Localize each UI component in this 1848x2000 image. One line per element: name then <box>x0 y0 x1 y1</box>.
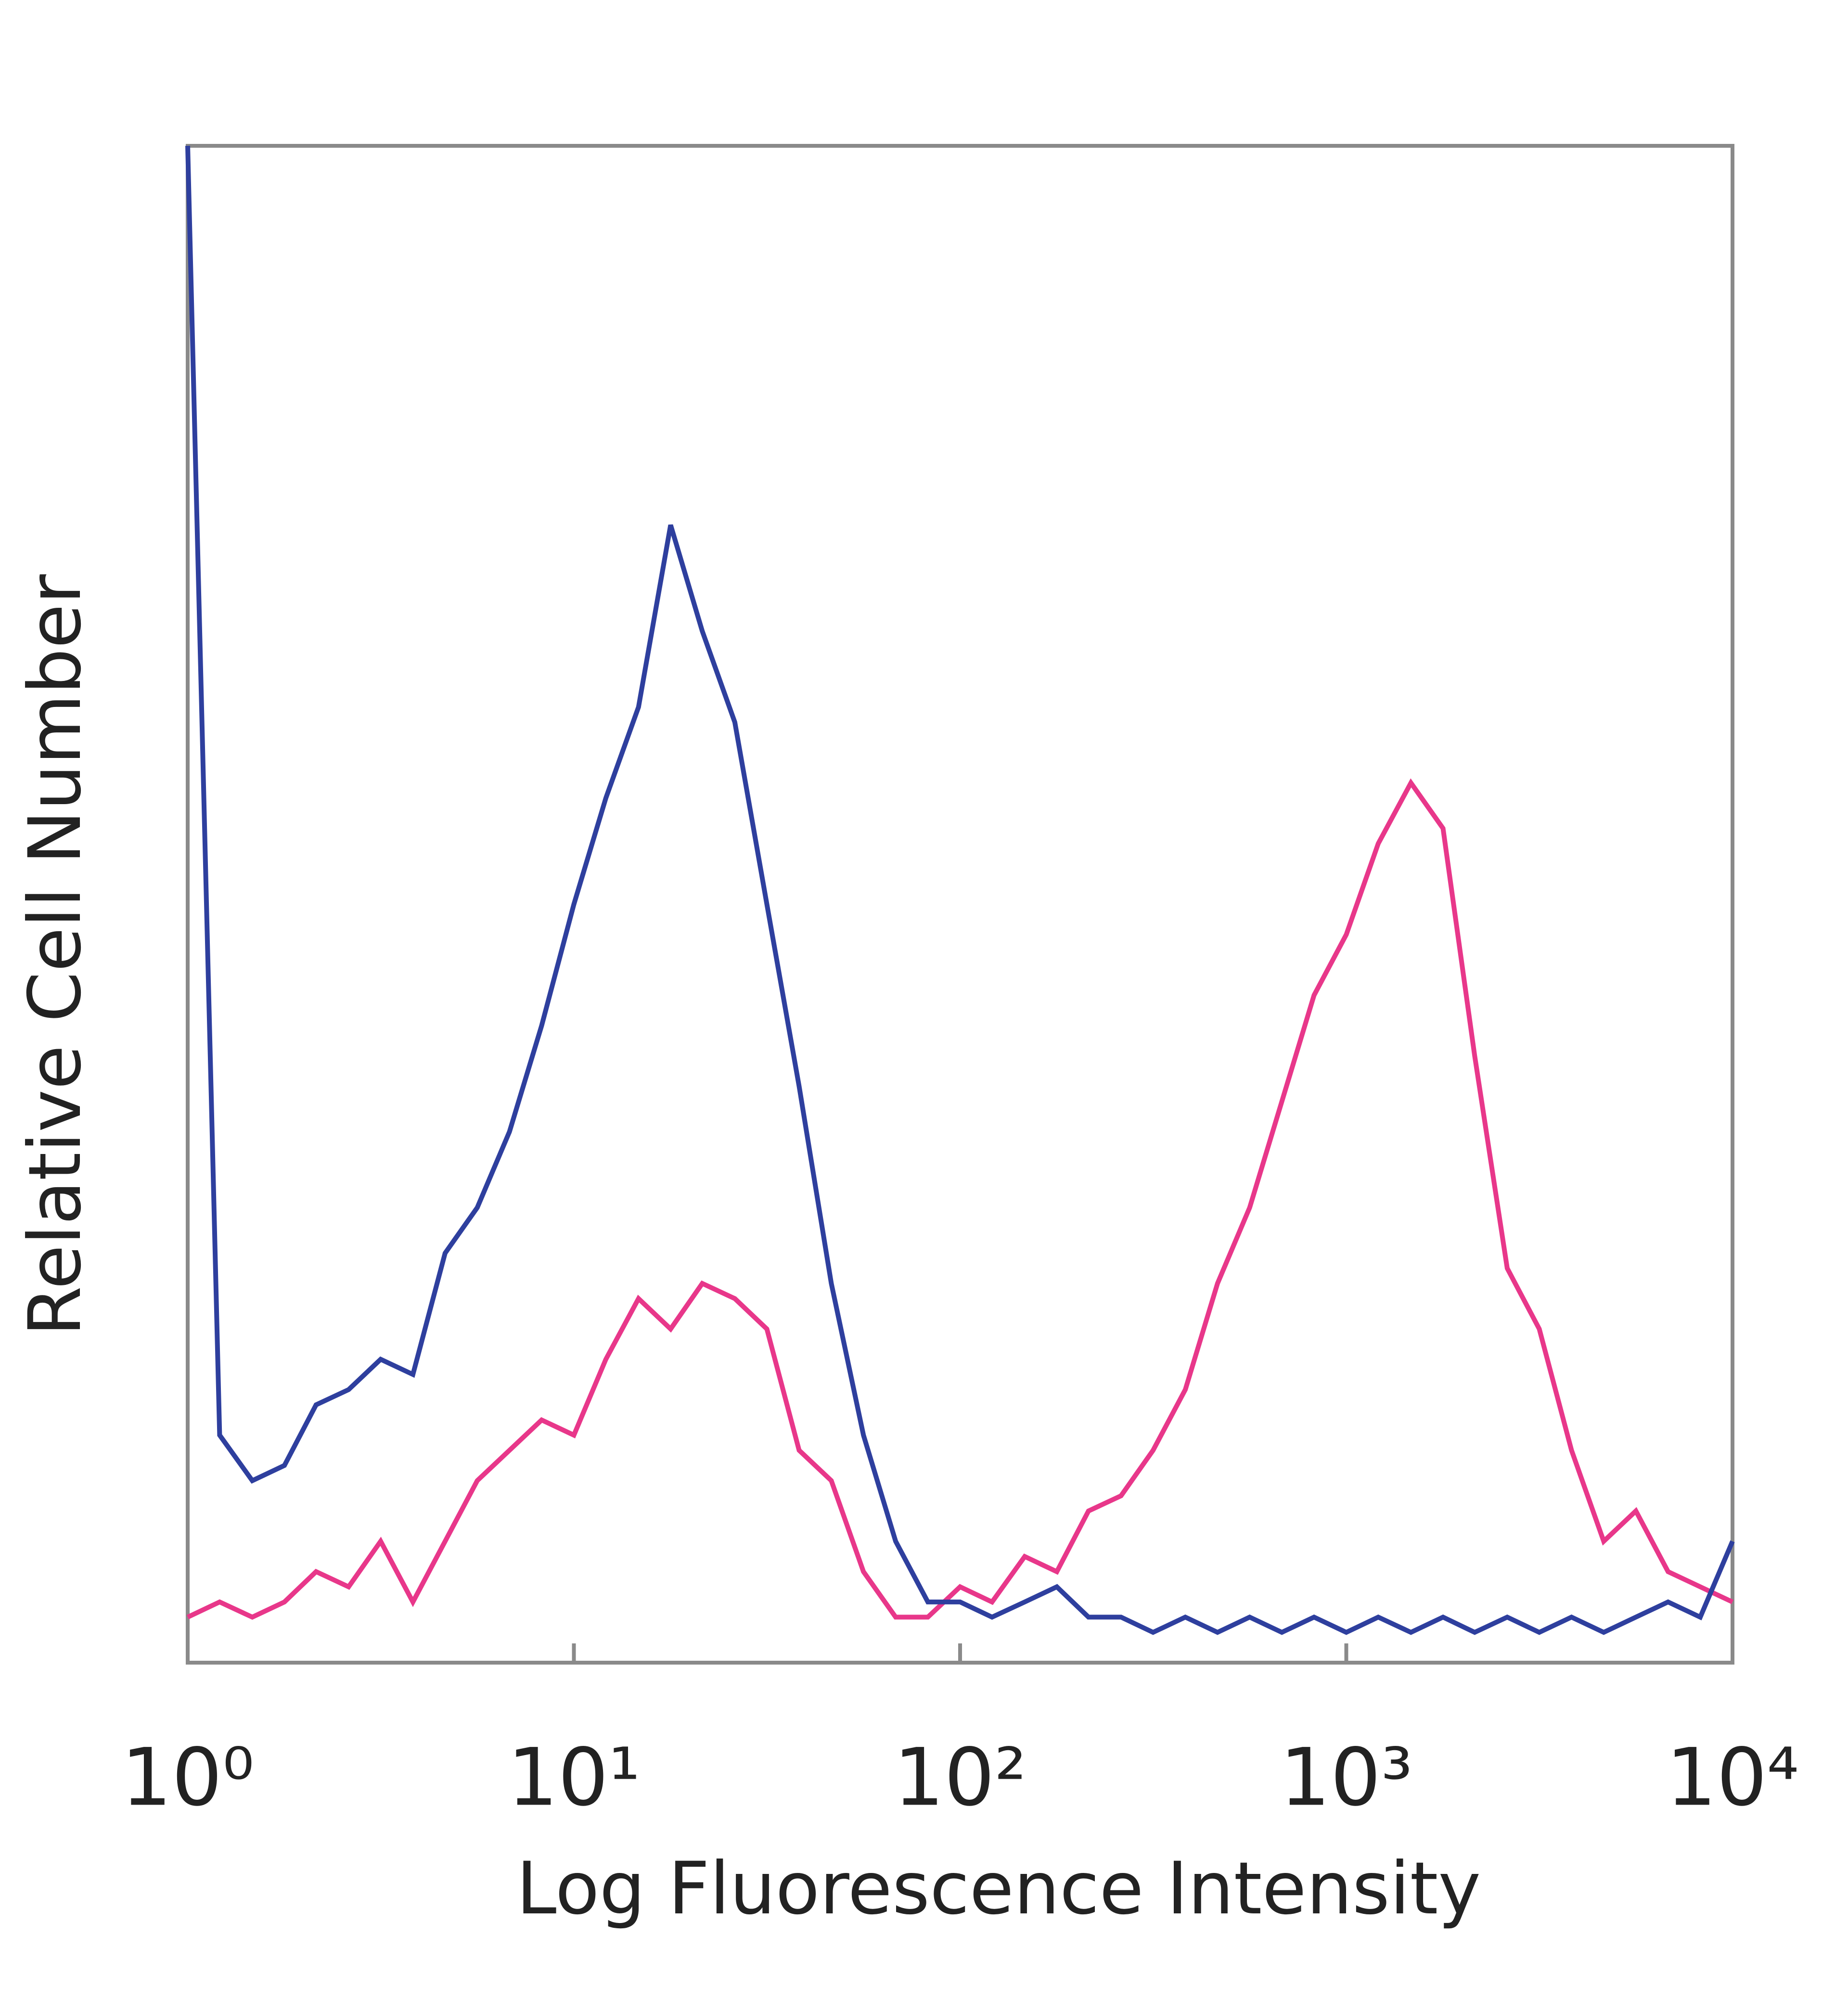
histogram-line <box>186 778 1734 1620</box>
histogram-line <box>185 145 1735 1635</box>
x-tick-label: 10⁴ <box>1666 1731 1799 1823</box>
plot-frame <box>186 144 1734 1665</box>
x-tick-label: 10² <box>894 1731 1027 1823</box>
x-tick-label: 10¹ <box>507 1731 640 1823</box>
x-axis-label: Log Fluorescence Intensity <box>516 1847 1481 1931</box>
x-tick-label: 10⁰ <box>121 1731 254 1823</box>
x-tick-label: 10³ <box>1280 1731 1412 1823</box>
y-axis-label: Relative Cell Number <box>13 574 97 1336</box>
